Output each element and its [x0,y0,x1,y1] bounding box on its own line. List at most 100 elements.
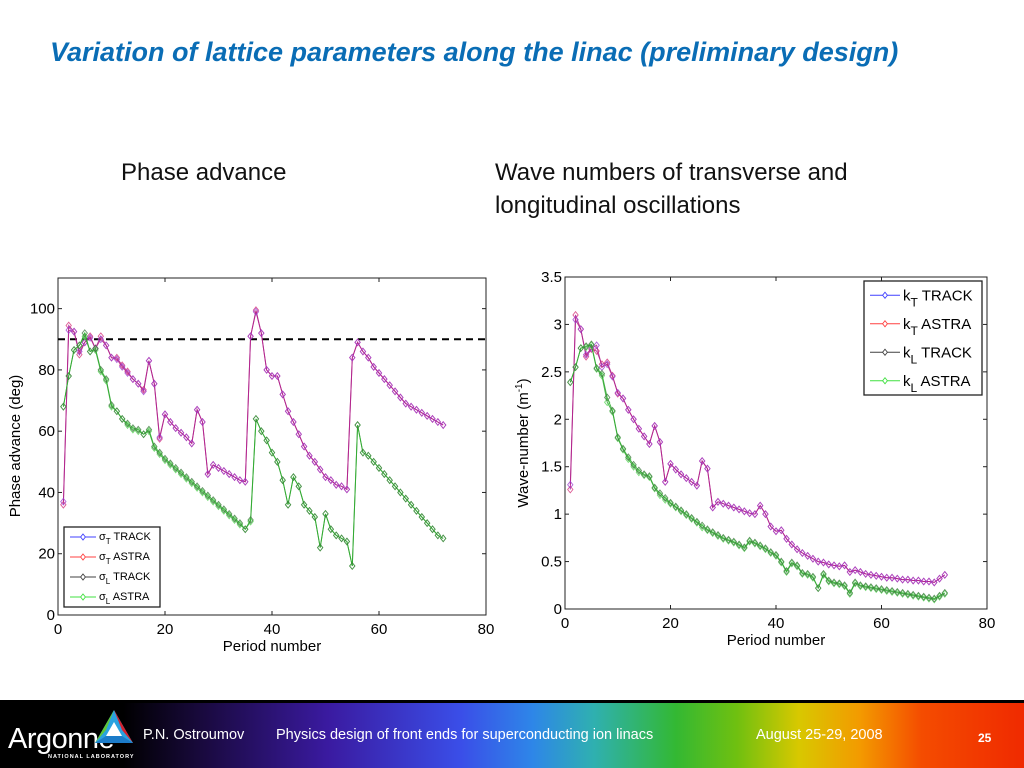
data-point [762,544,769,553]
data-point [603,358,611,367]
data-point [603,393,611,402]
data-point [247,516,254,525]
data-point [145,425,153,434]
data-point [97,335,105,344]
data-point [338,482,345,491]
series-line [62,331,444,567]
data-point [846,589,854,598]
data-point [741,507,748,516]
data-point [783,567,790,577]
data-point [714,531,722,540]
data-point [386,381,393,390]
argonne-triangle-icon [95,710,133,743]
data-point [677,506,685,515]
data-point [667,459,674,468]
y-axis-label: Wave-number (m-1) [514,378,532,507]
data-point [625,453,632,462]
data-point [231,473,238,482]
data-point [145,356,153,365]
data-point [167,417,174,427]
data-point [677,507,685,516]
data-point [593,364,600,373]
data-point [609,406,616,415]
data-point [846,588,854,597]
data-point [76,350,83,359]
subheading-phase-advance: Phase advance [121,159,287,186]
data-point [354,338,361,347]
y-tick-label: 3.5 [541,269,562,286]
data-point [167,459,174,468]
data-point [177,428,185,437]
data-point [809,554,817,563]
data-point [300,442,308,451]
data-point [172,463,179,472]
data-point [814,584,822,593]
y-tick-label: 40 [38,484,55,501]
data-point [172,424,179,433]
page-number: 25 [978,731,992,745]
data-point [651,484,658,493]
data-point [667,498,674,507]
data-point [772,550,780,559]
data-point [851,566,859,575]
y-tick-label: 60 [38,423,55,440]
data-point [799,568,806,577]
data-point [316,543,324,552]
footer-bar [0,703,1024,768]
data-point [677,470,685,479]
data-point [609,371,616,380]
data-point [102,341,110,350]
data-point [577,344,585,353]
data-point [820,569,827,578]
data-point [402,399,409,408]
data-point [429,525,436,534]
data-point [888,573,896,582]
data-point [316,465,324,474]
data-point [614,388,621,397]
data-point [767,522,774,531]
data-point [306,506,313,515]
data-point [698,457,706,466]
data-point [867,583,875,592]
legend-entry: σL ASTRA [70,591,150,606]
data-point [434,417,442,427]
data-point [140,387,147,396]
legend-label: σT ASTRA [99,551,150,566]
data-point [704,464,711,473]
data-point [567,378,574,387]
footer-divider [0,700,1024,704]
data-point [349,353,356,362]
data-point [258,329,265,338]
data-point [81,329,88,338]
data-point [349,561,356,571]
data-point [311,512,319,521]
data-point [118,414,126,423]
data-point [630,415,637,424]
data-point [567,485,574,494]
y-tick-label: 1.5 [541,459,562,476]
data-point [215,500,222,509]
data-point [846,567,854,577]
data-point [434,531,442,540]
data-point [225,509,233,518]
data-point [418,408,426,417]
data-point [418,512,426,521]
data-point [730,537,738,546]
data-point [177,468,185,477]
data-point [572,363,579,372]
x-tick-label: 40 [768,615,785,632]
subheading-wave-numbers: Wave numbers of transverse and longitudi… [495,159,848,219]
data-point [188,439,195,448]
data-point [709,503,716,512]
data-point [941,588,949,597]
legend-entry: kT ASTRA [870,316,971,338]
data-point [656,489,664,498]
data-point [124,419,131,428]
data-point [306,451,313,460]
data-point [741,543,748,552]
data-point [646,439,653,448]
data-point [783,534,790,543]
data-point [862,569,869,578]
data-point [836,579,843,588]
data-point [651,483,658,492]
